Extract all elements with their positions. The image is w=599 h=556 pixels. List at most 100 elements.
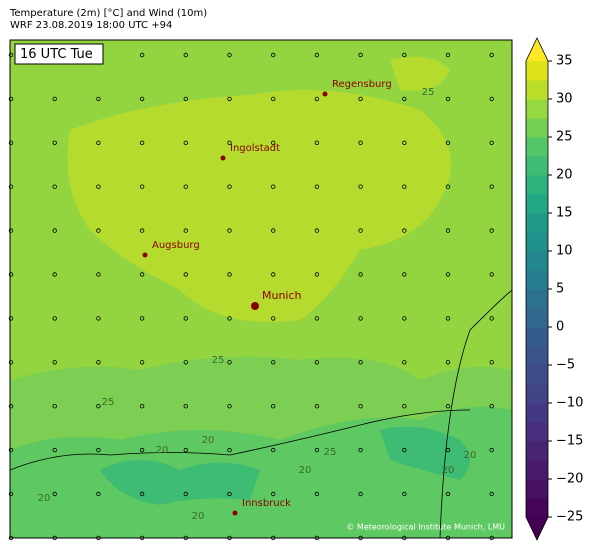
station [402,184,407,189]
colorbar-under [526,517,548,540]
station [271,140,276,145]
colorbar-tick-label: 20 [556,168,573,183]
station [445,404,451,409]
colorbar-tick-label: 0 [556,320,564,335]
station [227,447,232,453]
station [139,52,145,58]
station [271,316,276,321]
colorbar-band [526,346,548,366]
station [52,491,57,497]
station [489,140,494,145]
station [402,140,407,145]
colorbar-tick-label: 30 [556,92,573,107]
station [96,228,101,233]
colorbar-over [526,38,548,61]
station [358,140,363,145]
station [358,316,363,321]
station [402,272,407,277]
contour-label: 20 [442,465,455,476]
colorbar-band [526,213,548,233]
station [489,52,494,58]
station [139,491,145,497]
colorbar-band [526,479,548,499]
station [358,184,363,189]
colorbar-tick-label: −10 [556,396,583,411]
station [96,404,101,409]
colorbar-tick-label: 15 [556,206,573,221]
station [227,491,232,497]
station [445,316,451,321]
station [139,404,145,409]
station [489,316,494,321]
station [139,184,145,189]
station [358,404,363,409]
station [183,272,188,277]
station [52,404,57,409]
station [8,404,14,409]
station [96,96,101,102]
station [52,96,57,102]
station [402,447,407,453]
station [358,52,363,58]
city-label: Augsburg [152,240,200,251]
station [227,140,232,145]
station [183,184,188,189]
station [183,447,188,453]
colorbar-band [526,460,548,480]
station [445,360,451,365]
wind-stations [8,52,494,541]
colorbar-band [526,365,548,385]
station [314,140,320,145]
station [402,491,407,497]
city-marker [142,252,148,258]
station [271,360,276,365]
station [8,447,14,453]
colorbar-tick-label: −15 [556,434,583,449]
station [489,404,494,409]
station [402,52,407,58]
station [402,228,407,233]
station [358,491,363,497]
station [139,447,145,453]
colorbar-band [526,270,548,290]
colorbar-band [526,251,548,271]
station [227,404,232,409]
station [445,228,451,233]
station [445,272,451,277]
time-box [14,43,104,65]
station [489,360,494,365]
station [314,316,320,321]
station [8,360,14,365]
contour-label: 20 [156,445,169,456]
contour-label: 20 [464,450,477,461]
station [314,228,320,233]
station [358,272,363,277]
station [52,360,57,365]
station [183,228,188,233]
station [139,96,145,102]
station [52,228,57,233]
colorbar-tick-label: 5 [556,282,564,297]
station [445,96,451,102]
station [445,491,451,497]
city-label: Munich [262,289,302,302]
station [227,184,232,189]
station [314,272,320,277]
station [271,52,276,58]
colorbar-band [526,327,548,347]
colorbar-band [526,175,548,195]
station [314,447,320,453]
subtitle: WRF 23.08.2019 18:00 UTC +94 [10,20,172,31]
station [314,360,320,365]
city-label: Regensburg [332,79,392,90]
station [183,140,188,145]
map-field [10,40,512,538]
credit: © Meteorological Institute Munich, LMU [346,523,505,532]
colorbar-tick-label: −5 [556,358,575,373]
station [227,96,232,102]
station [445,52,451,58]
station [358,228,363,233]
station [227,52,232,58]
station [139,360,145,365]
